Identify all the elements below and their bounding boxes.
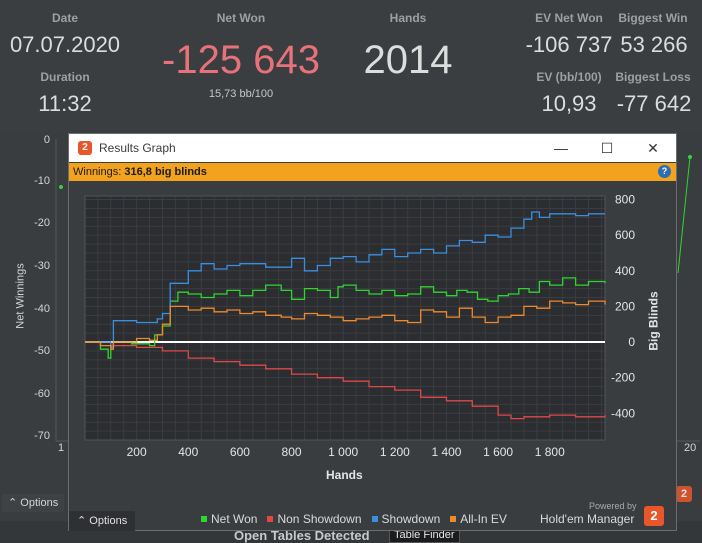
y-tick-label: 800 bbox=[615, 193, 635, 207]
hands-label: Hands bbox=[389, 11, 427, 25]
bg-xtick-left: 1 bbox=[58, 442, 65, 454]
hands-value: 2014 bbox=[363, 38, 453, 82]
options-label: Options bbox=[89, 515, 128, 527]
window-titlebar[interactable]: 2 Results Graph — ☐ ✕ bbox=[69, 134, 676, 162]
brand-name: Hold'em Manager bbox=[540, 512, 635, 526]
powered-by-label: Powered by bbox=[589, 501, 637, 511]
winnings-value: 316,8 big blinds bbox=[124, 166, 207, 178]
close-button[interactable]: ✕ bbox=[647, 140, 659, 156]
y-tick-label: -400 bbox=[611, 406, 635, 420]
bg-tick-3: -30 bbox=[34, 260, 50, 272]
date-value: 07.07.2020 bbox=[9, 32, 121, 57]
series-line-all-in-ev bbox=[85, 300, 606, 350]
x-tick-label: 1 400 bbox=[431, 445, 461, 459]
ev-bb100-value: 10,93 bbox=[541, 91, 597, 116]
ev-netwon-value: -106 737 bbox=[525, 32, 613, 57]
hem-logo-icon: 2 bbox=[644, 506, 664, 526]
results-chart: 200 400 600 800 1 000 1 200 1 400 1 600 1 800 80… bbox=[84, 193, 635, 459]
ev-bb100-label: EV (bb/100) bbox=[536, 70, 602, 84]
series-line-non-showdown bbox=[85, 341, 606, 420]
help-icon[interactable]: ? bbox=[658, 165, 671, 178]
options-button[interactable]: ⌃ Options bbox=[69, 511, 136, 531]
y-tick-label: 200 bbox=[615, 299, 635, 313]
ev-netwon-label: EV Net Won bbox=[535, 11, 603, 25]
app-logo-icon: 2 bbox=[78, 141, 92, 155]
chevron-up-icon: ⌃ bbox=[77, 515, 87, 527]
background-options-label: Options bbox=[20, 497, 59, 509]
stats-panel: Date 07.07.2020 Duration 11:32 Net Won -… bbox=[0, 0, 702, 133]
plot-border bbox=[84, 195, 606, 441]
plot-area bbox=[85, 196, 605, 440]
biggest-win-value: 53 266 bbox=[620, 32, 688, 57]
x-tick-label: 800 bbox=[282, 445, 302, 459]
legend-allin-ev[interactable]: All-In EV bbox=[450, 512, 507, 526]
bg-tick-7: -70 bbox=[34, 430, 50, 442]
bg-hem-logo-icon: 2 bbox=[676, 486, 692, 502]
duration-label: Duration bbox=[40, 70, 90, 84]
background-ylabel: Net Winnings bbox=[14, 263, 27, 329]
bg-xtick-right: 20 bbox=[684, 442, 697, 454]
x-tick-label: 600 bbox=[230, 445, 250, 459]
chevron-up-icon: ⌃ bbox=[8, 497, 18, 509]
minimize-button[interactable]: — bbox=[554, 140, 568, 156]
netwon-value: -125 643 bbox=[162, 38, 320, 82]
series-line-showdown bbox=[85, 211, 605, 349]
biggest-win-label: Biggest Win bbox=[618, 11, 688, 25]
winnings-text: Winnings: 316,8 big blinds bbox=[73, 166, 207, 178]
legend-swatch-net-won bbox=[201, 516, 207, 522]
y-axis-label: Big Blinds bbox=[646, 291, 661, 351]
results-graph-window: 2 Results Graph — ☐ ✕ Winnings: 316,8 bi… bbox=[68, 133, 677, 531]
legend-label-non-showdown: Non Showdown bbox=[277, 512, 362, 526]
duration-value: 11:32 bbox=[38, 91, 92, 116]
biggest-loss-value: -77 642 bbox=[616, 91, 692, 116]
window-title: Results Graph bbox=[99, 141, 176, 155]
y-tick-label: -200 bbox=[611, 371, 635, 385]
date-label: Date bbox=[51, 11, 78, 25]
netwon-per100: 15,73 bb/100 bbox=[208, 88, 274, 100]
legend-net-won[interactable]: Net Won bbox=[201, 512, 257, 526]
legend-label-showdown: Showdown bbox=[381, 512, 441, 526]
legend-swatch-non-showdown bbox=[267, 516, 274, 522]
x-axis-label: Hands bbox=[326, 468, 363, 482]
bg-tick-2: -20 bbox=[34, 217, 50, 229]
series-lines bbox=[85, 211, 606, 420]
legend-swatch-allin-ev bbox=[450, 516, 457, 522]
winnings-label: Winnings: bbox=[73, 166, 122, 178]
bg-tick-0: 0 bbox=[43, 134, 50, 146]
x-tick-labels: 200 400 600 800 1 000 1 200 1 400 1 600 1 800 bbox=[127, 445, 565, 459]
x-tick-label: 200 bbox=[127, 445, 147, 459]
biggest-loss-label: Biggest Loss bbox=[615, 70, 691, 84]
legend-label-net-won: Net Won bbox=[211, 512, 258, 526]
y-tick-label: 400 bbox=[615, 264, 635, 278]
legend-non-showdown[interactable]: Non Showdown bbox=[267, 512, 362, 526]
bg-tick-5: -50 bbox=[34, 345, 50, 357]
y-tick-label: 600 bbox=[615, 228, 635, 242]
x-tick-label: 400 bbox=[178, 445, 198, 459]
x-tick-label: 1 000 bbox=[328, 445, 358, 459]
x-tick-label: 1 600 bbox=[483, 445, 513, 459]
open-tables-label: Open Tables Detected bbox=[234, 528, 370, 543]
winnings-bar: Winnings: 316,8 big blinds ? bbox=[69, 163, 676, 181]
legend-showdown[interactable]: Showdown bbox=[371, 512, 441, 526]
netwon-label: Net Won bbox=[216, 11, 266, 25]
bg-tick-1: -10 bbox=[34, 175, 50, 187]
bg-tick-6: -60 bbox=[34, 388, 50, 400]
y-tick-labels: 800 600 400 200 0 -200 -400 bbox=[611, 193, 635, 421]
x-tick-label: 1 200 bbox=[380, 445, 410, 459]
chart-legend: Net Won Non Showdown Showdown All-In EV bbox=[201, 512, 507, 526]
bg-tick-4: -40 bbox=[34, 303, 50, 315]
legend-swatch-showdown bbox=[371, 516, 378, 522]
x-tick-label: 1 800 bbox=[535, 445, 565, 459]
background-options-button[interactable]: ⌃ Options bbox=[2, 494, 65, 512]
maximize-button[interactable]: ☐ bbox=[600, 140, 614, 156]
legend-label-allin-ev: All-In EV bbox=[460, 512, 507, 526]
y-tick-label: 0 bbox=[628, 335, 635, 349]
